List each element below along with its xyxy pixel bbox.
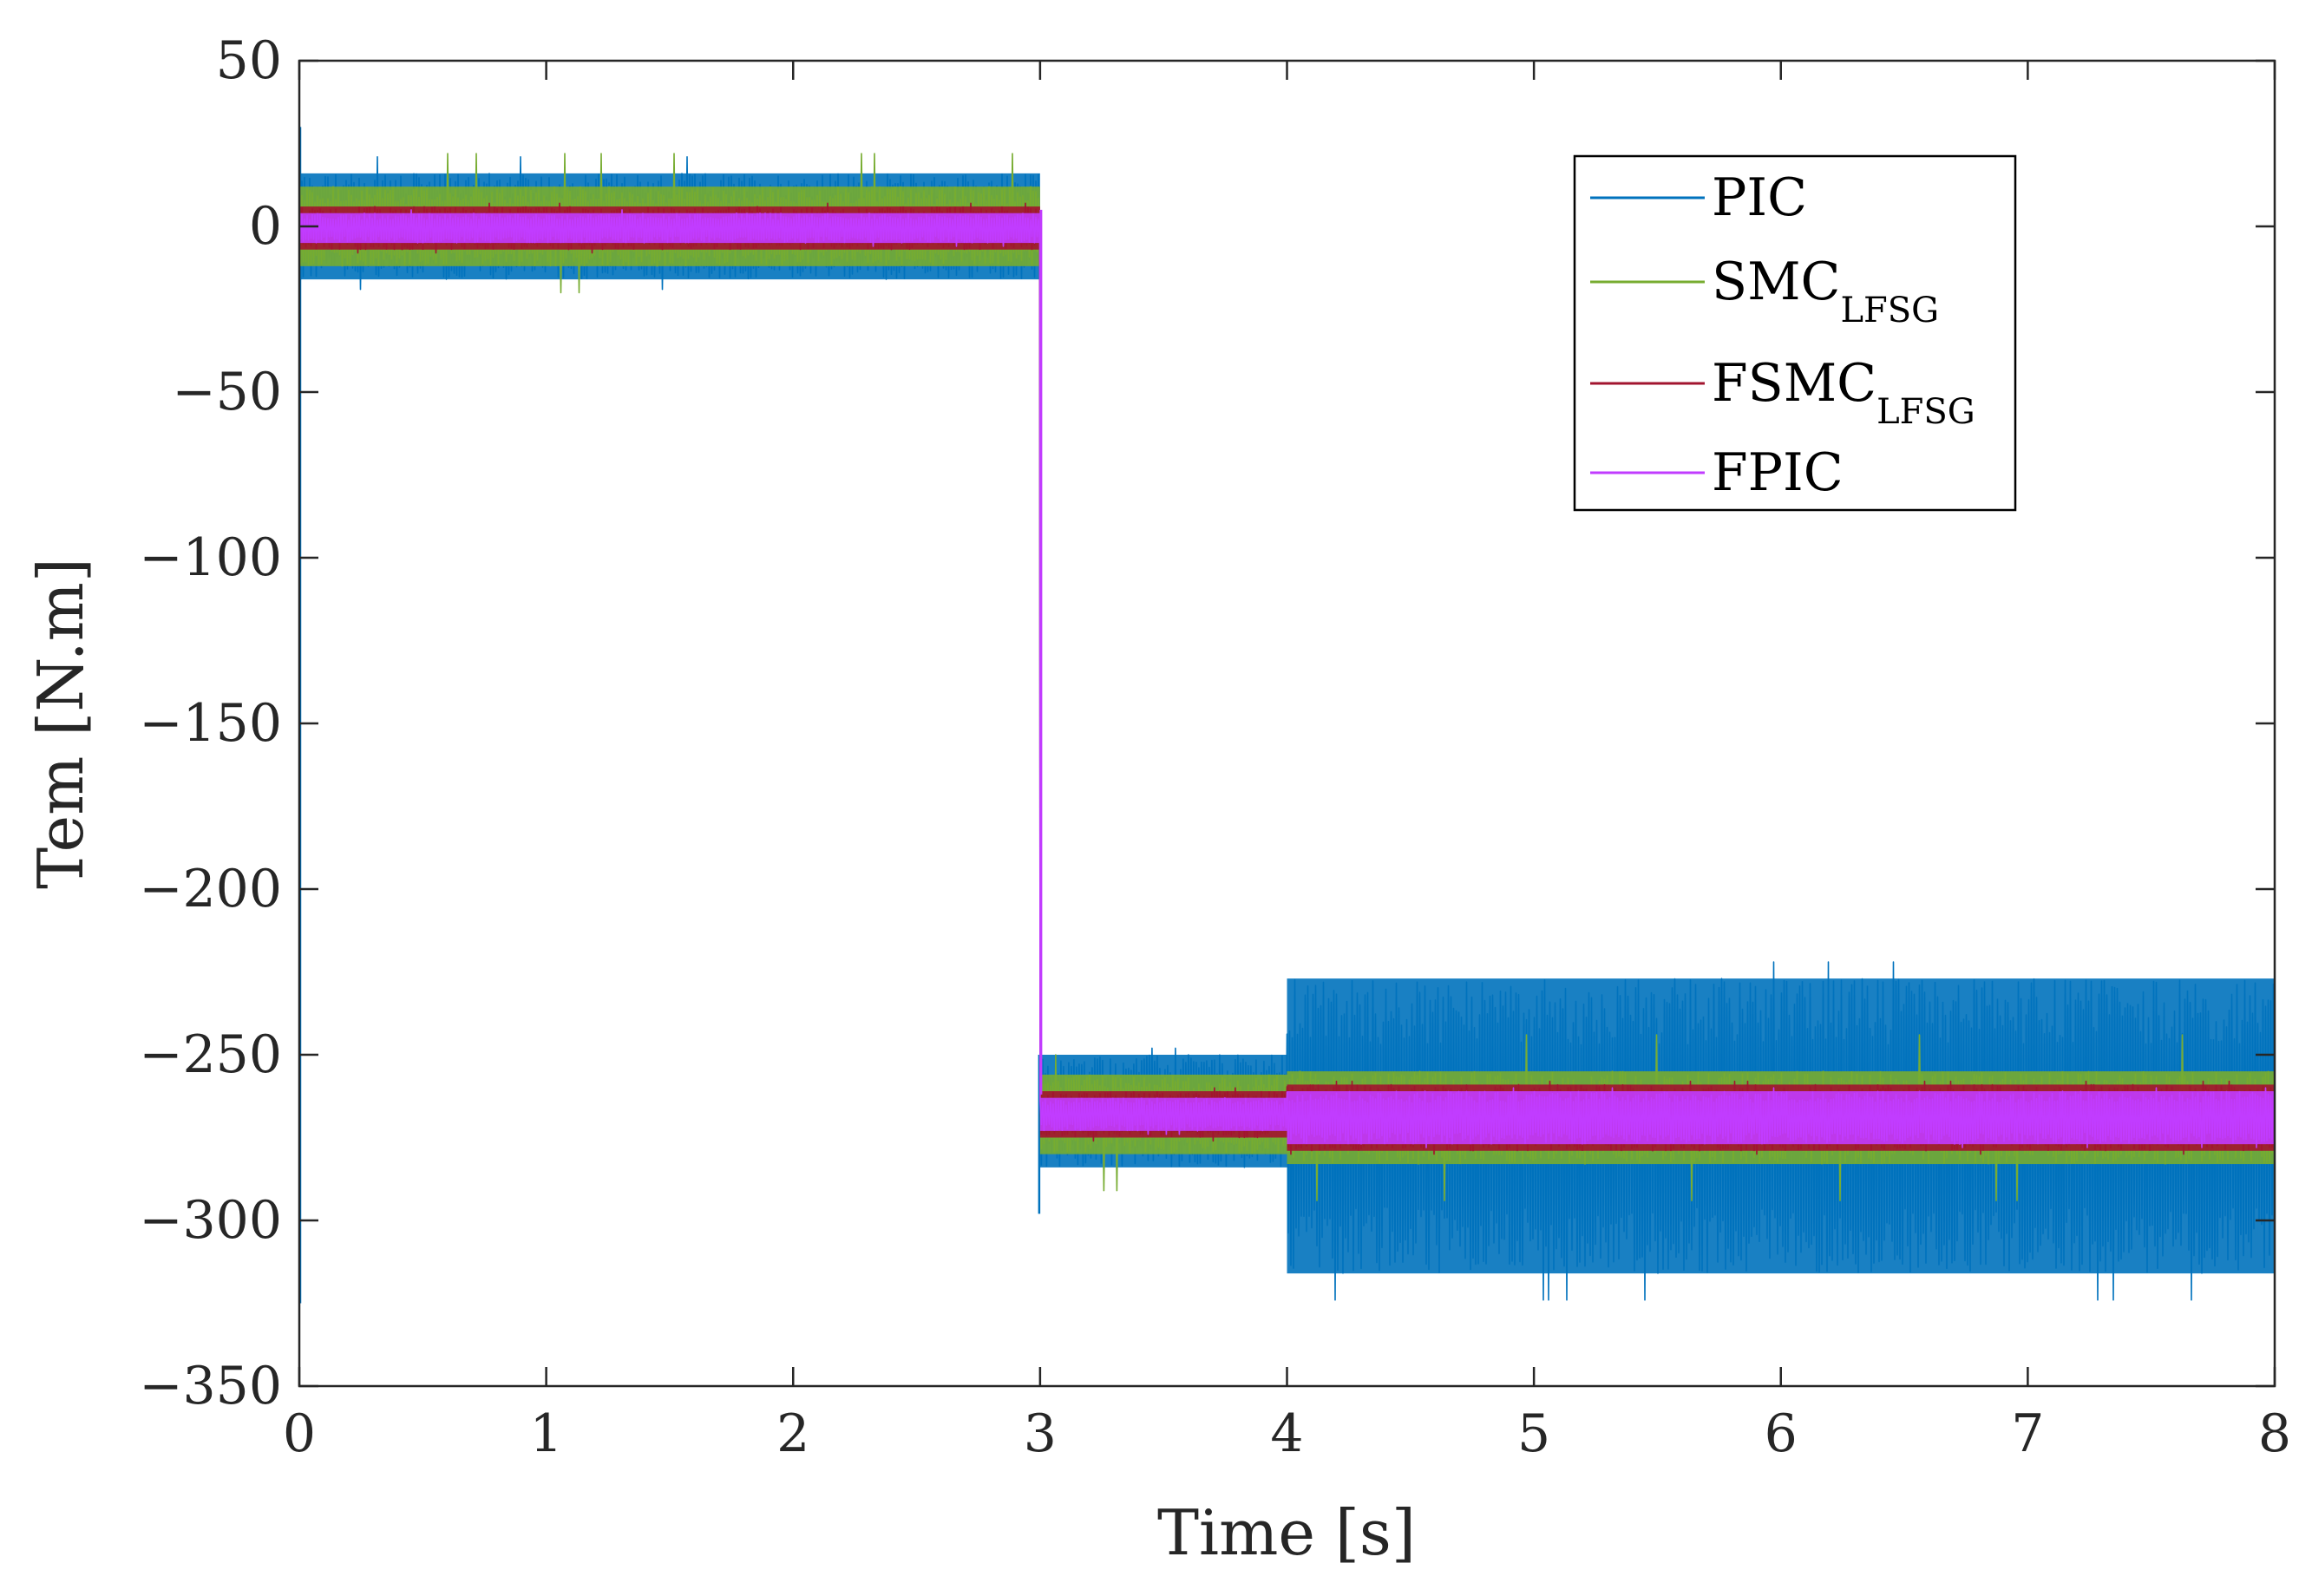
legend-box [1573,154,2017,512]
series-fpic-trace [299,209,2275,1148]
legend-label-fsmc-lfsg: FSMCLFSG [1712,353,1975,432]
x-tick-label: 8 [2258,1403,2291,1464]
y-tick-label: −200 [139,859,282,919]
y-tick-label: −100 [139,527,282,588]
legend-label-fpic: FPIC [1712,442,1844,503]
x-tick-label: 4 [1270,1403,1303,1464]
y-tick-label: −350 [139,1356,282,1416]
legend: PIC SMCLFSG FSMCLFSG FPIC [1573,154,2017,512]
legend-label-pic: PIC [1712,167,1807,228]
x-tick-label: 7 [2011,1403,2044,1464]
x-axis-label: Time [s] [1157,1496,1416,1569]
series-layer [299,127,2275,1304]
x-tick-label: 1 [530,1403,563,1464]
x-tick-label: 3 [1024,1403,1057,1464]
x-tick-label: 2 [776,1403,809,1464]
x-tick-label: 6 [1765,1403,1798,1464]
legend-label-smc-lfsg: SMCLFSG [1712,252,1939,330]
y-tick-label: −300 [139,1190,282,1251]
y-tick-label: −150 [139,693,282,754]
y-tick-label: 0 [249,196,282,257]
y-tick-label: 50 [216,30,282,91]
y-axis-label: Tem [N.m] [24,558,97,889]
y-tick-label: −250 [139,1024,282,1085]
x-tick-label: 5 [1517,1403,1550,1464]
series-fpic [299,209,2275,1148]
y-tick-label: −50 [172,362,282,422]
x-tick-label: 0 [283,1403,316,1464]
axes-layer: 0 1 2 3 4 5 6 7 8 50 0 −50 −100 −150 −200 −250 −300 −350 [139,30,2291,1464]
